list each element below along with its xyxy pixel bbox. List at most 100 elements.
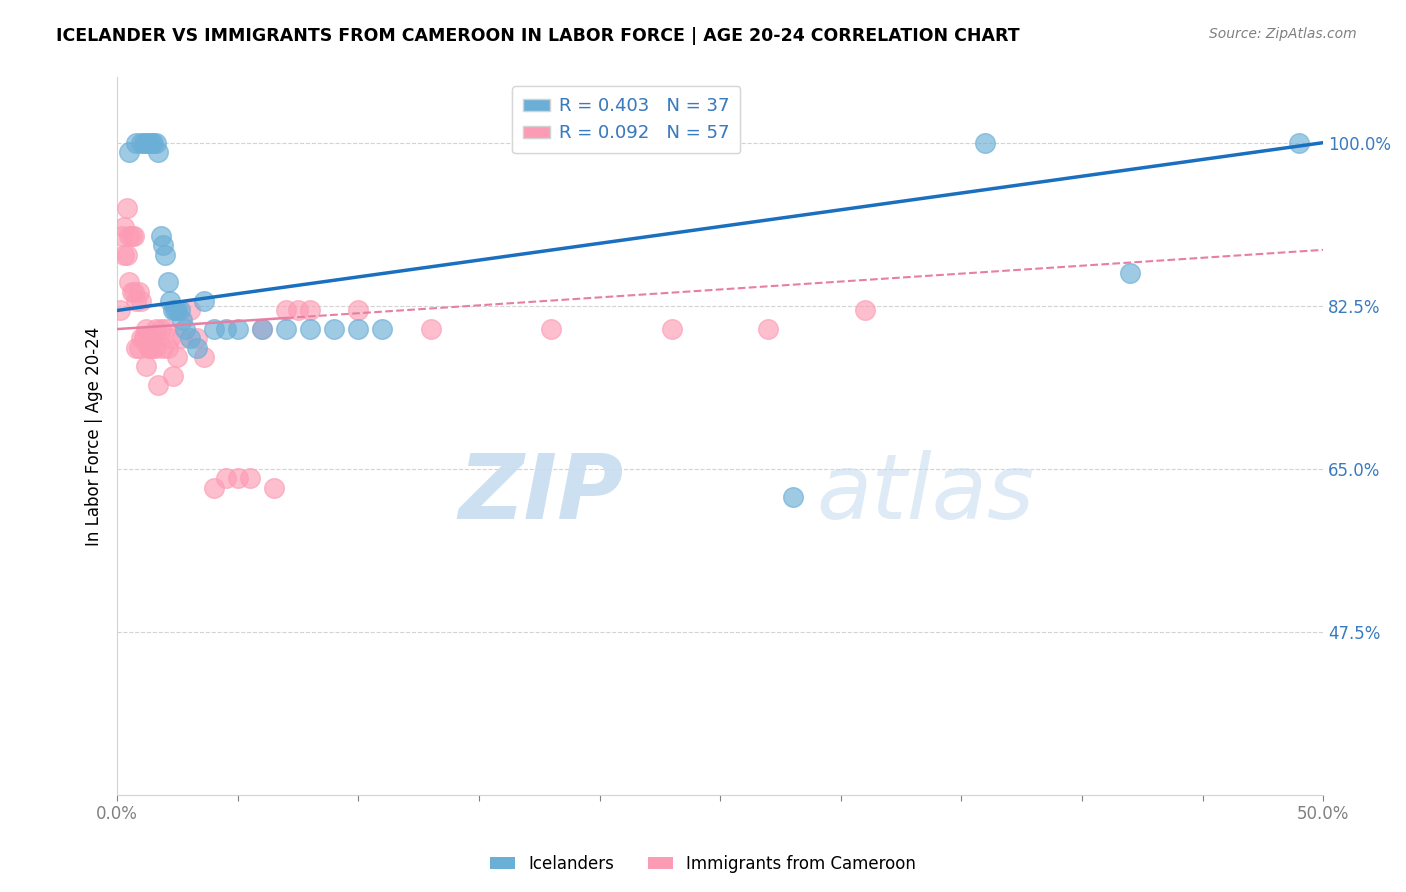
Point bbox=[142, 136, 165, 150]
Point bbox=[159, 331, 181, 345]
Point bbox=[156, 276, 179, 290]
Text: ZIP: ZIP bbox=[458, 450, 624, 538]
Point bbox=[131, 331, 153, 345]
Point bbox=[299, 322, 322, 336]
Point bbox=[263, 481, 285, 495]
Point bbox=[128, 341, 150, 355]
Point bbox=[274, 322, 297, 336]
Point bbox=[139, 136, 162, 150]
Point bbox=[152, 341, 174, 355]
Point bbox=[853, 303, 876, 318]
Point bbox=[131, 294, 153, 309]
Point bbox=[162, 303, 184, 318]
Point bbox=[149, 228, 172, 243]
Point bbox=[162, 368, 184, 383]
Point bbox=[215, 471, 238, 485]
Point bbox=[128, 285, 150, 299]
Y-axis label: In Labor Force | Age 20-24: In Labor Force | Age 20-24 bbox=[86, 326, 103, 546]
Point bbox=[122, 228, 145, 243]
Point bbox=[215, 322, 238, 336]
Point bbox=[173, 322, 195, 336]
Point bbox=[118, 276, 141, 290]
Point bbox=[121, 285, 143, 299]
Point bbox=[131, 136, 153, 150]
Legend: R = 0.403   N = 37, R = 0.092   N = 57: R = 0.403 N = 37, R = 0.092 N = 57 bbox=[512, 87, 741, 153]
Point bbox=[135, 359, 157, 374]
Point bbox=[287, 303, 309, 318]
Point bbox=[179, 303, 201, 318]
Point bbox=[145, 341, 167, 355]
Point bbox=[226, 322, 249, 336]
Point bbox=[782, 490, 804, 504]
Point bbox=[193, 350, 215, 364]
Point bbox=[152, 238, 174, 252]
Point bbox=[138, 341, 160, 355]
Point bbox=[115, 201, 138, 215]
Point bbox=[142, 341, 165, 355]
Point bbox=[250, 322, 273, 336]
Point bbox=[172, 331, 194, 345]
Point bbox=[250, 322, 273, 336]
Point bbox=[226, 471, 249, 485]
Point bbox=[202, 481, 225, 495]
Point bbox=[155, 322, 177, 336]
Point bbox=[139, 331, 162, 345]
Point bbox=[118, 145, 141, 159]
Point bbox=[148, 145, 170, 159]
Point bbox=[165, 303, 187, 318]
Point bbox=[371, 322, 394, 336]
Point bbox=[148, 378, 170, 392]
Point bbox=[138, 136, 160, 150]
Point bbox=[125, 341, 148, 355]
Text: Source: ZipAtlas.com: Source: ZipAtlas.com bbox=[1209, 27, 1357, 41]
Point bbox=[115, 247, 138, 261]
Point bbox=[166, 303, 188, 318]
Point bbox=[193, 294, 215, 309]
Point bbox=[156, 341, 179, 355]
Point bbox=[274, 303, 297, 318]
Point bbox=[159, 294, 181, 309]
Point bbox=[347, 303, 370, 318]
Point bbox=[155, 247, 177, 261]
Point bbox=[132, 331, 155, 345]
Legend: Icelanders, Immigrants from Cameroon: Icelanders, Immigrants from Cameroon bbox=[484, 848, 922, 880]
Point bbox=[1119, 266, 1142, 280]
Point bbox=[121, 228, 143, 243]
Point bbox=[347, 322, 370, 336]
Point bbox=[135, 136, 157, 150]
Point bbox=[758, 322, 780, 336]
Point bbox=[112, 247, 135, 261]
Point bbox=[1288, 136, 1310, 150]
Point bbox=[145, 136, 167, 150]
Text: atlas: atlas bbox=[817, 450, 1035, 538]
Point bbox=[202, 322, 225, 336]
Point bbox=[169, 303, 191, 318]
Point bbox=[661, 322, 683, 336]
Point bbox=[166, 350, 188, 364]
Point bbox=[540, 322, 562, 336]
Point bbox=[145, 322, 167, 336]
Point bbox=[132, 331, 155, 345]
Point bbox=[135, 322, 157, 336]
Point bbox=[132, 136, 155, 150]
Point bbox=[419, 322, 441, 336]
Point bbox=[142, 331, 165, 345]
Point bbox=[172, 312, 194, 326]
Point bbox=[139, 331, 162, 345]
Point bbox=[149, 322, 172, 336]
Point bbox=[186, 331, 208, 345]
Point bbox=[118, 228, 141, 243]
Point bbox=[122, 285, 145, 299]
Point bbox=[974, 136, 997, 150]
Point bbox=[112, 219, 135, 234]
Point bbox=[239, 471, 262, 485]
Point bbox=[125, 136, 148, 150]
Point bbox=[111, 228, 134, 243]
Point bbox=[299, 303, 322, 318]
Point bbox=[179, 331, 201, 345]
Point bbox=[323, 322, 346, 336]
Point bbox=[108, 303, 131, 318]
Point bbox=[138, 341, 160, 355]
Text: ICELANDER VS IMMIGRANTS FROM CAMEROON IN LABOR FORCE | AGE 20-24 CORRELATION CHA: ICELANDER VS IMMIGRANTS FROM CAMEROON IN… bbox=[56, 27, 1019, 45]
Point bbox=[125, 294, 148, 309]
